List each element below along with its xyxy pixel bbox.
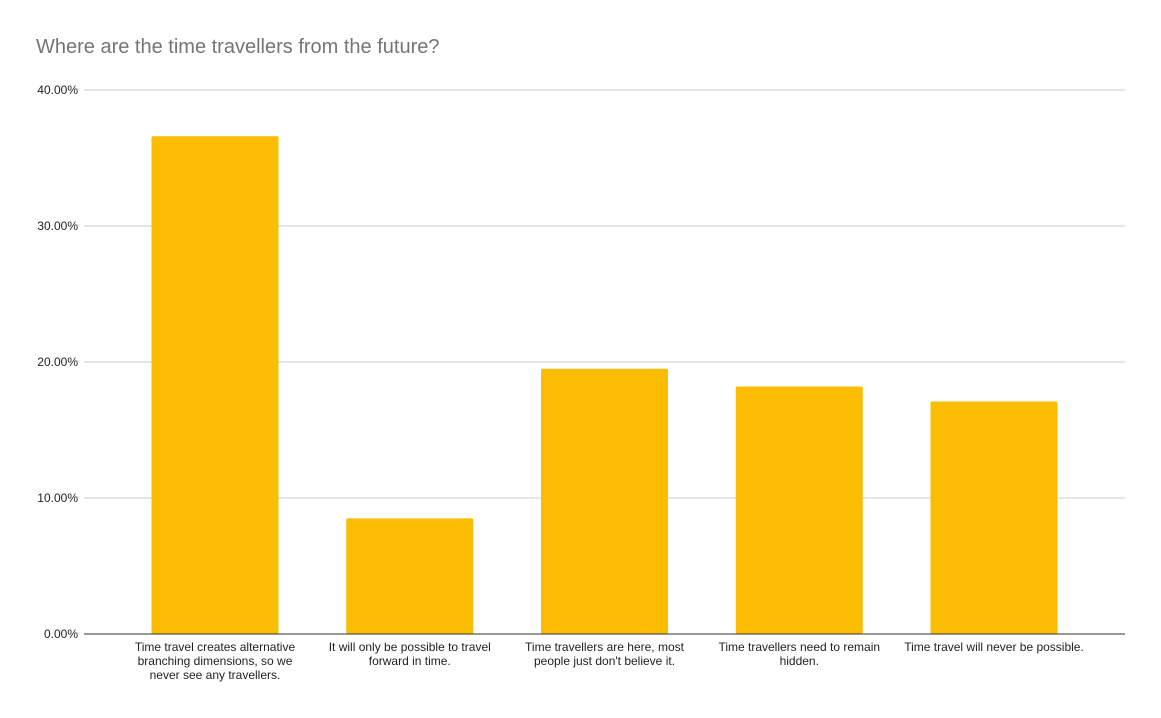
x-category-label-line: Time travellers need to remain [718, 640, 880, 654]
x-category-label: Time travel creates alternative branching… [135, 640, 296, 682]
y-tick-label: 20.00% [37, 355, 78, 369]
x-category-label-line: Time travel creates alternative [135, 640, 296, 654]
x-category-label-line: hidden. [780, 654, 819, 668]
x-category-label-line: Time travellers are here, most [525, 640, 685, 654]
bars [151, 136, 1058, 635]
y-tick-label: 40.00% [37, 83, 78, 97]
x-category-label: Time travellers are here, most people jus… [525, 640, 685, 668]
y-tick-label: 0.00% [44, 627, 78, 641]
x-category-label-line: never see any travellers. [150, 668, 281, 682]
x-category-label-line: It will only be possible to travel [329, 640, 491, 654]
x-category-label-line: Time travel will never be possible. [904, 640, 1084, 654]
x-category-label-line: people just don't believe it. [534, 654, 675, 668]
x-category-label-line: forward in time. [369, 654, 451, 668]
x-category-label: It will only be possible to travel forwar… [329, 640, 491, 668]
y-tick-label: 30.00% [37, 219, 78, 233]
bar [541, 368, 668, 634]
y-axis-tick-labels: 0.00% 10.00% 20.00% 30.00% 40.00% [37, 83, 78, 641]
bar [151, 136, 279, 635]
bar [930, 401, 1058, 634]
chart-title: Where are the time travellers from the f… [36, 36, 440, 58]
x-axis-category-labels: Time travel creates alternative branching… [135, 640, 1084, 682]
x-category-label: Time travel will never be possible. [904, 640, 1084, 654]
x-category-label-line: branching dimensions, so we [138, 654, 293, 668]
bar [346, 518, 474, 634]
x-category-label: Time travellers need to remain hidden. [718, 640, 880, 668]
bar [735, 386, 863, 634]
y-tick-label: 10.00% [37, 491, 78, 505]
